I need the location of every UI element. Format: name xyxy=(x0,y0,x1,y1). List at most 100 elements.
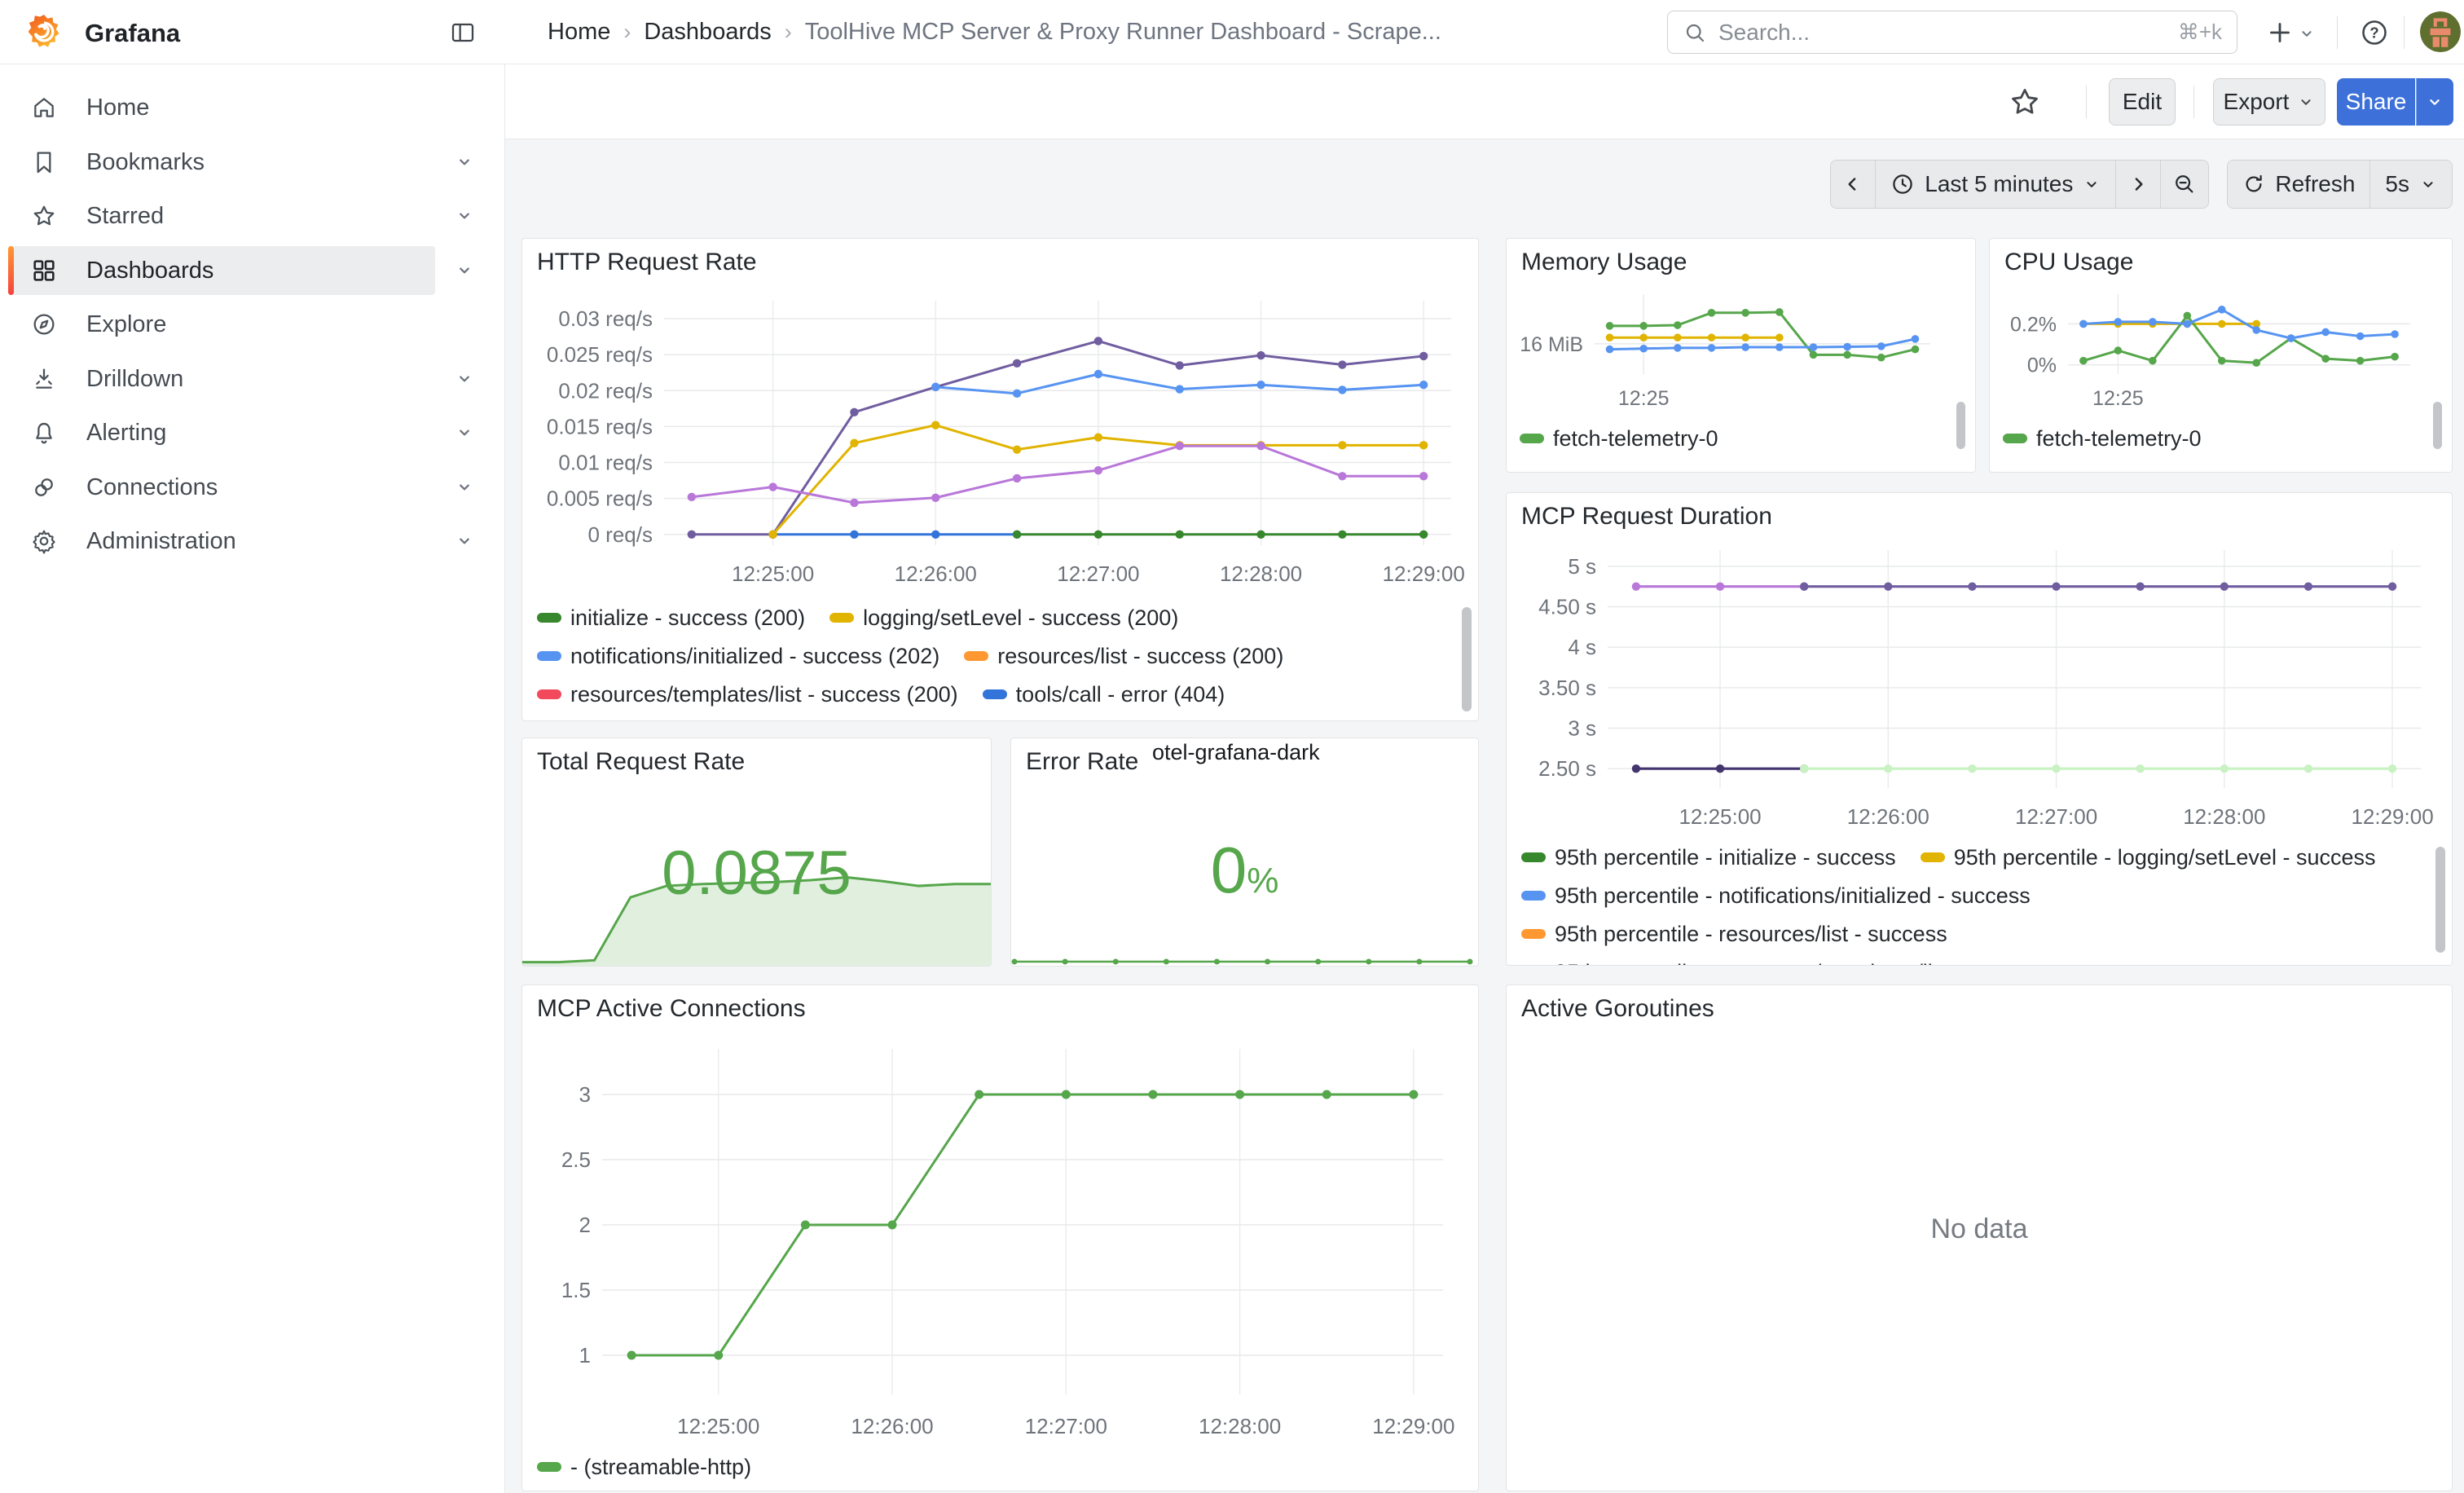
chevron-down-icon xyxy=(2430,99,2440,105)
favorite-star-icon[interactable] xyxy=(2009,86,2041,118)
drilldown-icon xyxy=(31,366,57,392)
series-label: resources/templates/list - success (200) xyxy=(570,681,958,707)
legend-scrollbar[interactable] xyxy=(1956,402,1965,449)
legend-item[interactable]: - (streamable-http) xyxy=(537,1455,751,1480)
time-shift-back-button[interactable] xyxy=(1831,161,1876,208)
series-label: tools/list - success (200) xyxy=(870,720,1107,721)
share-dropdown-button[interactable] xyxy=(2416,78,2453,126)
chevron-down-icon[interactable] xyxy=(453,205,476,227)
panel-title[interactable]: MCP Active Connections xyxy=(537,995,806,1022)
series-swatch-icon xyxy=(537,1462,561,1472)
legend-item[interactable]: fetch-telemetry-0 xyxy=(1520,426,1718,451)
legend-scrollbar[interactable] xyxy=(2433,402,2442,449)
legend-item[interactable]: 95th percentile - resources/list - succe… xyxy=(1521,922,1947,947)
legend-item[interactable]: 95th percentile - resources/templates/li… xyxy=(1521,960,2048,966)
add-chevron-down-icon[interactable] xyxy=(2298,24,2317,44)
sidebar-item-administration[interactable]: Administration xyxy=(8,517,435,566)
series-swatch-icon xyxy=(537,651,561,661)
search-input[interactable]: Search... ⌘+k xyxy=(1667,11,2237,54)
series-swatch-icon xyxy=(1520,434,1544,443)
legend-item[interactable]: notifications/initialized - success (202… xyxy=(537,644,939,669)
add-button[interactable] xyxy=(2265,18,2295,47)
sidebar-item-starred[interactable]: Starred xyxy=(8,192,435,240)
panel-title[interactable]: Error Rate xyxy=(1026,748,1139,775)
legend-scrollbar[interactable] xyxy=(1462,607,1472,711)
breadcrumb-item[interactable]: Dashboards xyxy=(644,18,772,45)
grafana-logo-icon[interactable] xyxy=(24,12,64,51)
home-icon xyxy=(31,95,57,121)
zoom-out-button[interactable] xyxy=(2160,161,2209,208)
breadcrumb-item[interactable]: Home xyxy=(548,18,611,45)
series-swatch-icon xyxy=(2003,434,2027,443)
svg-text:12:25:00: 12:25:00 xyxy=(1679,804,1761,829)
angle-right-icon xyxy=(2136,178,2143,191)
refresh-group: Refresh 5s xyxy=(2227,160,2453,209)
sidebar-item-home[interactable]: Home xyxy=(8,83,435,132)
chevron-down-icon[interactable] xyxy=(453,421,476,444)
divider xyxy=(2337,16,2338,49)
sidebar-item-bookmarks[interactable]: Bookmarks xyxy=(8,138,435,187)
legend-item[interactable]: 95th percentile - logging/setLevel - suc… xyxy=(1920,845,2375,870)
refresh-interval-picker[interactable]: 5s xyxy=(2369,161,2452,208)
sidebar-item-label: Drilldown xyxy=(86,365,184,392)
chevron-down-icon[interactable] xyxy=(453,151,476,174)
chevron-down-icon[interactable] xyxy=(453,259,476,282)
time-shift-forward-button[interactable] xyxy=(2115,161,2161,208)
sidebar-item-dashboards[interactable]: Dashboards xyxy=(8,246,435,295)
time-range-picker[interactable]: Last 5 minutes xyxy=(1875,161,2116,208)
bell-icon xyxy=(31,420,57,446)
series-swatch-icon xyxy=(829,613,855,623)
star-icon xyxy=(31,203,57,229)
cpu-usage-chart[interactable]: 0% 0.2% 12:25 xyxy=(1993,284,2446,408)
legend-item[interactable]: resources/list - success (200) xyxy=(964,644,1283,669)
legend-item[interactable]: unknown - success (200) xyxy=(1131,720,1409,721)
search-shortcut: ⌘+k xyxy=(2177,20,2222,44)
help-icon[interactable]: ? xyxy=(2360,18,2389,47)
series-label: fetch-telemetry-0 xyxy=(1553,425,1718,451)
share-button[interactable]: Share xyxy=(2337,78,2415,126)
legend-scrollbar[interactable] xyxy=(2435,847,2445,953)
mcp-active-connections-chart[interactable]: 1 1.5 2 2.5 3 12:25:00 12:26:00 12:27:00 12:28:0… xyxy=(527,1037,1472,1445)
refresh-button[interactable]: Refresh xyxy=(2228,161,2370,208)
avatar[interactable] xyxy=(2420,11,2461,52)
svg-text:12:25: 12:25 xyxy=(1618,387,1670,408)
legend-item[interactable]: initialize - success (200) xyxy=(537,606,805,631)
sidebar-item-label: Administration xyxy=(86,527,236,554)
svg-text:12:27:00: 12:27:00 xyxy=(1057,562,1139,586)
legend-item[interactable]: 95th percentile - notifications/initiali… xyxy=(1521,883,2031,909)
legend: 95th percentile - initialize - success 95… xyxy=(1521,842,2418,966)
memory-usage-chart[interactable]: 16 MiB 12:25 xyxy=(1510,284,1971,408)
legend-item[interactable]: tools/list - success (200) xyxy=(837,720,1107,721)
legend-item[interactable]: logging/setLevel - success (200) xyxy=(829,606,1178,631)
no-data-message: No data xyxy=(1930,1213,2028,1244)
legend-item[interactable]: tools/call - error (404) xyxy=(982,682,1225,707)
chevron-down-icon[interactable] xyxy=(453,476,476,499)
panel-title[interactable]: Memory Usage xyxy=(1521,249,1687,275)
sidebar-item-drilldown[interactable]: Drilldown xyxy=(8,355,435,403)
svg-text:4.50 s: 4.50 s xyxy=(1538,595,1596,619)
dashboard-toolbar: Edit Export Share xyxy=(505,64,2464,139)
svg-text:0%: 0% xyxy=(2027,355,2057,377)
http-request-rate-chart[interactable]: 0 req/s 0.005 req/s 0.01 req/s 0.015 req/s 0… xyxy=(527,289,1472,592)
edit-button[interactable]: Edit xyxy=(2109,78,2176,126)
total-request-rate-sparkline xyxy=(522,876,991,966)
panel-title[interactable]: Total Request Rate xyxy=(537,748,746,775)
legend-item[interactable]: tools/call - success (200) xyxy=(537,720,812,721)
mcp-request-duration-chart[interactable]: 2.50 s 3 s 3.50 s 4 s 4.50 s 5 s 12:25:00 12:26… xyxy=(1511,540,2449,835)
legend-item[interactable]: fetch-telemetry-0 xyxy=(2003,426,2202,451)
export-button[interactable]: Export xyxy=(2213,78,2325,126)
chevron-down-icon[interactable] xyxy=(453,530,476,553)
panel-title[interactable]: MCP Request Duration xyxy=(1521,503,1772,530)
legend-item[interactable]: resources/templates/list - success (200) xyxy=(537,682,958,707)
chevron-down-icon[interactable] xyxy=(453,368,476,390)
sidebar-item-connections[interactable]: Connections xyxy=(8,463,435,512)
sidebar-item-explore[interactable]: Explore xyxy=(8,300,435,349)
legend-item[interactable]: 95th percentile - initialize - success xyxy=(1521,845,1896,870)
panel-title[interactable]: CPU Usage xyxy=(2004,249,2134,275)
sidebar-item-alerting[interactable]: Alerting xyxy=(8,408,435,457)
panel-title[interactable]: HTTP Request Rate xyxy=(537,249,757,275)
panel-http-request-rate: HTTP Request Rate 0 req/s 0.005 req/s 0.01… xyxy=(521,238,1479,721)
series-label: notifications/initialized - success (202… xyxy=(570,643,940,668)
panel-title[interactable]: Active Goroutines xyxy=(1521,995,1714,1022)
sidebar-toggle-icon[interactable] xyxy=(450,20,476,46)
